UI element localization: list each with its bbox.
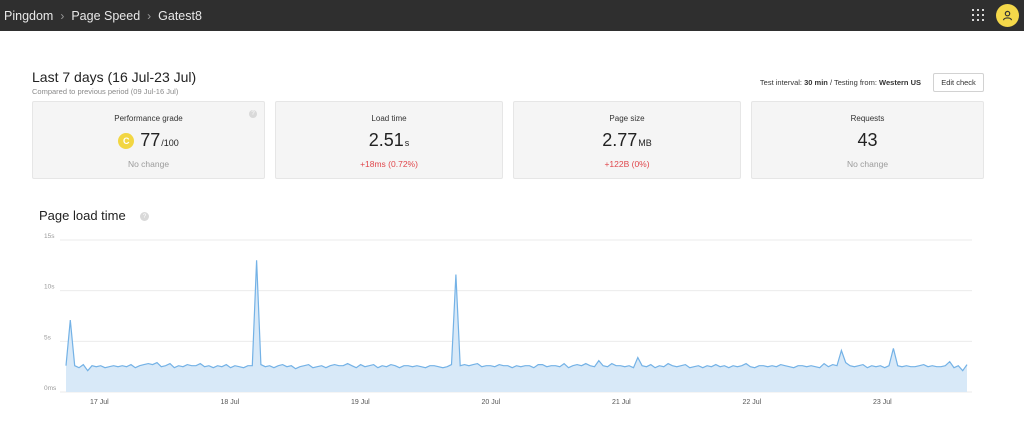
x-tick-label: 19 Jul (351, 399, 370, 406)
card-delta: No change (846, 159, 889, 169)
user-avatar[interactable] (996, 4, 1019, 27)
load-time-value: 2.51 (368, 130, 404, 150)
x-tick-label: 18 Jul (221, 399, 240, 406)
x-tick-label: 21 Jul (612, 399, 631, 406)
card-title: Page size (609, 114, 645, 123)
x-tick-label: 17 Jul (90, 399, 109, 406)
y-tick-label: 0ms (44, 385, 57, 392)
grade-badge: C (118, 132, 135, 149)
card-value: 2.77 MB (514, 130, 740, 151)
card-title: Requests (850, 114, 885, 123)
page-size-unit: MB (638, 138, 652, 148)
card-title: Load time (371, 114, 407, 123)
top-bar: Pingdom › Page Speed › Gatest8 (0, 0, 1024, 31)
grade-value: 77 (140, 130, 161, 150)
card-title: Performance grade (114, 114, 183, 123)
series-line (65, 260, 968, 372)
requests-card: Requests 43 No change (751, 101, 984, 179)
requests-value: 43 (857, 130, 878, 150)
chart-title: Page load time (39, 208, 126, 223)
page-size-card: Page size 2.77 MB +122B (0%) (513, 101, 741, 179)
page-size-value: 2.77 (602, 130, 638, 150)
card-delta: +18ms (0.72%) (360, 159, 418, 169)
x-tick-label: 23 Jul (873, 399, 892, 406)
breadcrumb: Pingdom › Page Speed › Gatest8 (0, 9, 202, 23)
apps-grid-icon[interactable] (972, 9, 984, 21)
load-time-unit: s (404, 138, 410, 148)
user-icon (1002, 10, 1013, 21)
card-delta: +122B (0%) (604, 159, 650, 169)
y-tick-label: 10s (44, 284, 55, 291)
card-value: C 77 /100 (33, 130, 264, 151)
comparison-period: Compared to previous period (09 Jul-16 J… (32, 87, 179, 96)
breadcrumb-page-speed[interactable]: Page Speed (71, 8, 141, 23)
chevron-right-icon: › (147, 8, 152, 23)
breadcrumb-pingdom[interactable]: Pingdom (4, 8, 54, 23)
series-area (66, 260, 967, 392)
load-time-card: Load time 2.51 s +18ms (0.72%) (275, 101, 503, 179)
card-value: 2.51 s (276, 130, 502, 151)
card-delta: No change (127, 159, 170, 169)
help-icon[interactable]: ? (140, 212, 149, 221)
x-tick-label: 20 Jul (482, 399, 501, 406)
page-load-time-chart[interactable]: 0ms 5s 10s 15s 17 Jul 18 Jul 19 Jul 20 Jul 21 Ju… (0, 230, 1024, 415)
x-tick-label: 22 Jul (743, 399, 762, 406)
help-icon[interactable]: ? (249, 110, 257, 118)
card-value: 43 (752, 130, 983, 151)
test-info: Test interval: 30 min / Testing from: We… (759, 78, 921, 87)
period-title: Last 7 days (16 Jul-23 Jul) (32, 69, 197, 85)
y-tick-label: 15s (44, 233, 55, 240)
testing-from-value: Western US (879, 78, 921, 87)
performance-grade-card: Performance grade ? C 77 /100 No change (32, 101, 265, 179)
chevron-right-icon: › (60, 8, 65, 23)
grade-unit: /100 (161, 138, 179, 148)
y-tick-label: 5s (44, 334, 52, 341)
test-interval-value: 30 min (804, 78, 828, 87)
edit-check-button[interactable]: Edit check (933, 73, 984, 92)
breadcrumb-check-name: Gatest8 (158, 8, 202, 23)
